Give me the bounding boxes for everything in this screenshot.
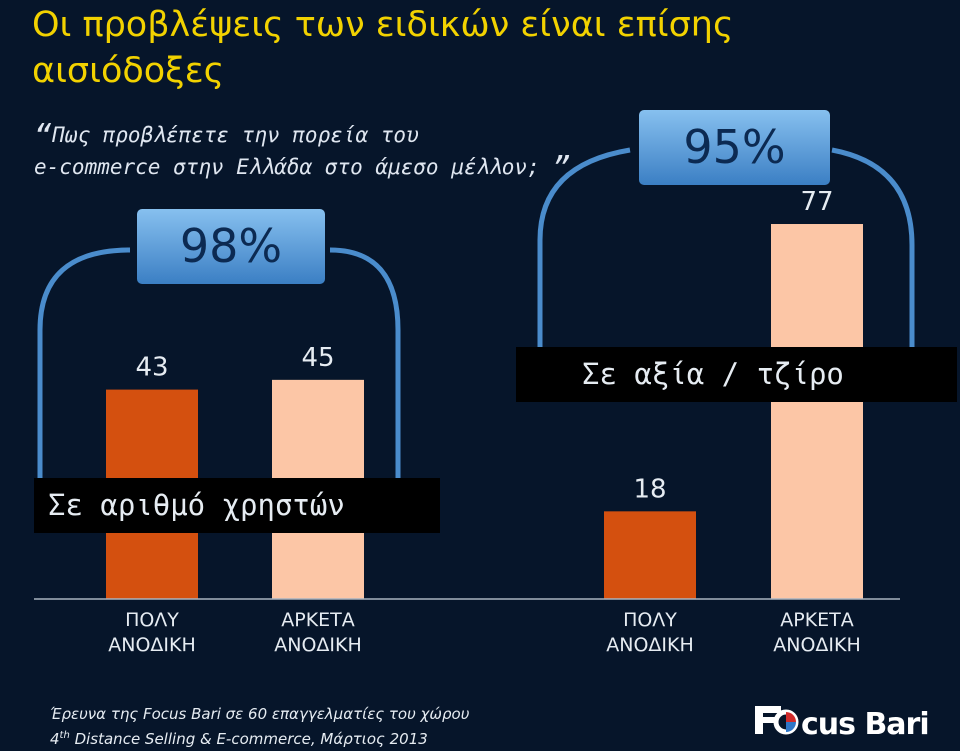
value-bracket-left <box>537 147 631 349</box>
users-group-label: Σε αριθμό χρηστών <box>34 478 440 533</box>
survey-question: “Πως προβλέπετε την πορεία του e-commerc… <box>34 120 634 184</box>
value-percent-badge: 95% <box>639 110 830 185</box>
bar-3 <box>604 511 696 599</box>
open-quote: “ <box>34 119 53 154</box>
bar-4 <box>771 224 863 599</box>
users-bracket-right <box>329 247 401 480</box>
source-line-2: 4th Distance Selling & E-commerce, Μάρτι… <box>50 730 428 748</box>
source-note: Έρευνα της Focus Bari σε 60 επαγγελματίε… <box>50 703 469 750</box>
value-bracket-right <box>831 147 915 349</box>
category-label-3: ΠΟΛΥ ΑΝΟΔΙΚΗ <box>606 609 694 656</box>
users-percent-badge: 98% <box>137 209 325 284</box>
page-title: Οι προβλέψεις των ειδικών είναι επίσης α… <box>32 5 734 91</box>
close-quote: ” <box>552 151 571 186</box>
svg-text:cus Bari: cus Bari <box>801 707 929 738</box>
category-label-1: ΠΟΛΥ ΑΝΟΔΙΚΗ <box>108 609 196 656</box>
source-line-1: Έρευνα της Focus Bari σε 60 επαγγελματίε… <box>50 705 470 723</box>
bar-value-label-3: 18 <box>633 474 666 504</box>
bar-value-label-2: 45 <box>301 343 334 373</box>
category-label-4: ΑΡΚΕΤΑ ΑΝΟΔΙΚΗ <box>773 609 861 656</box>
users-bracket-left <box>37 247 131 500</box>
category-label-2: ΑΡΚΕΤΑ ΑΝΟΔΙΚΗ <box>274 609 362 656</box>
value-group-label: Σε αξία / τζίρο <box>516 347 957 402</box>
question-line-2: e-commerce στην Ελλάδα στο άμεσο μέλλον; <box>34 155 540 179</box>
question-line-1: Πως προβλέπετε την πορεία του <box>52 123 419 147</box>
group-brackets <box>37 147 915 500</box>
bar-value-label-4: 77 <box>800 187 833 217</box>
focus-bari-logo: cus Bari <box>755 706 930 738</box>
bar-value-label-1: 43 <box>135 353 168 383</box>
